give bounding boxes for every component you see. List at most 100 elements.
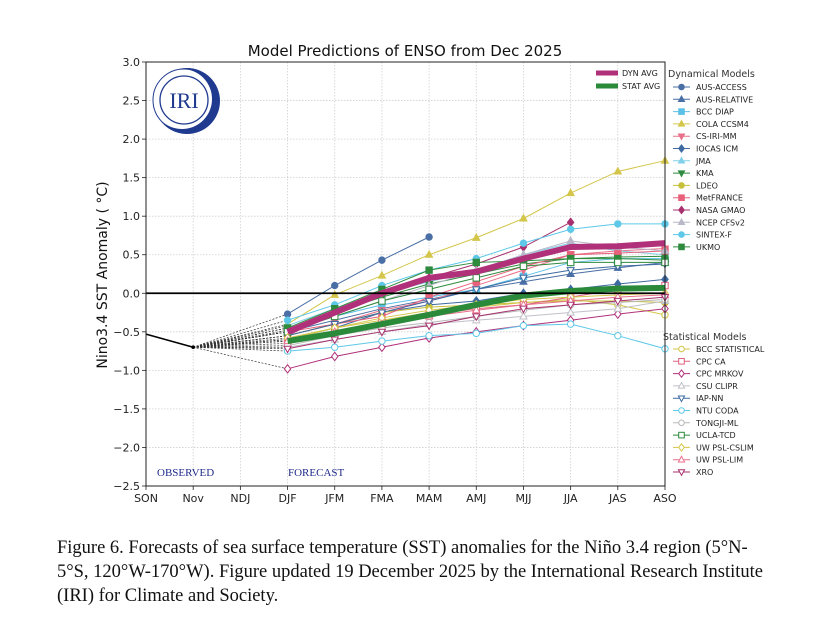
legend-label-csu-clipr: CSU CLIPR (696, 382, 738, 391)
observed-point (191, 345, 195, 350)
data-point-xro (424, 322, 434, 331)
forecast-connector (193, 331, 288, 348)
data-point-ntu-coda (566, 320, 575, 328)
data-point-ucla-tcd (566, 258, 575, 267)
forecast-connector (193, 346, 288, 350)
legend-label-metfrance: MetFRANCE (696, 194, 743, 203)
legend-label-iap-nn: IAP-NN (696, 394, 723, 403)
data-point-ntu-coda (425, 331, 433, 340)
legend-marker-ldeo (678, 182, 685, 189)
data-point-xro (377, 328, 387, 337)
legend-marker-nasa-gmao (678, 205, 685, 215)
legend-label-xro: XRO (696, 468, 713, 477)
legend-marker-iap-nn (677, 395, 686, 403)
legend-marker-uw-psl-cslim (678, 442, 685, 452)
data-point-sintex-f (283, 316, 292, 324)
x-tick-label: MJJ (515, 492, 531, 505)
data-point-ucla-tcd (472, 274, 480, 282)
data-point-ntu-coda (331, 343, 339, 351)
data-point-cola-ccsm4 (566, 188, 576, 197)
legend-label-ntu-coda: NTU CODA (696, 407, 739, 416)
data-point-aus-access (331, 281, 339, 290)
enso-forecast-chart: Model Predictions of ENSO from Dec 2025 … (95, 42, 765, 505)
legend-label-cola-ccsm4: COLA CCSM4 (696, 120, 749, 129)
legend-marker-ukmo (678, 243, 685, 251)
x-tick-label: ASO (653, 492, 677, 505)
dynamical-models-legend: Dynamical Models AUS-ACCESS AUS-RELATIVE BC… (668, 69, 755, 252)
dynamical-legend-title: Dynamical Models (668, 69, 755, 80)
x-tick-label: MAM (416, 492, 443, 505)
data-point-ucla-tcd (425, 285, 433, 294)
axes-layer: SON Nov NDJ DJF JFM FMA MAM AMJ MJJ JJA JAS ASO 3.0 2… (113, 56, 677, 505)
iri-logo-text: IRI (169, 88, 198, 113)
data-point-xro (519, 305, 528, 314)
legend-marker-cpc-mrkov (678, 369, 685, 379)
data-point-cola-ccsm4 (519, 213, 528, 222)
y-tick-label: −1.0 (113, 364, 140, 377)
forecast-connector (193, 323, 288, 348)
data-point-iap-nn (424, 297, 434, 306)
observed-annotation: OBSERVED (157, 467, 214, 479)
y-tick-label: 1.0 (123, 210, 141, 223)
iri-logo-thin-ring (152, 68, 216, 132)
legend-label-kma: KMA (696, 169, 714, 178)
legend-marker-ncep-cfsv2 (677, 217, 686, 226)
legend-marker-bcc-diap (678, 108, 685, 115)
legend-marker-bcc-statistical (678, 345, 685, 353)
legend-marker-sintex-f (678, 231, 685, 238)
data-point-xro (613, 297, 623, 306)
x-tick-label: NDJ (230, 492, 250, 505)
iri-logo: IRI (152, 68, 220, 134)
figure-caption: Figure 6. Forecasts of sea surface tempe… (57, 538, 763, 606)
forecast-connector (193, 337, 288, 348)
y-tick-label: 3.0 (123, 56, 141, 69)
grid-layer (145, 61, 666, 487)
forecast-connector-lines (193, 313, 288, 370)
data-point-ncep-cfsv2 (566, 235, 576, 244)
data-point-aus-access (378, 256, 386, 264)
data-point-cpc-mrkov (330, 351, 339, 362)
legend-marker-xro (677, 469, 686, 477)
data-point-sintex-f (566, 225, 575, 233)
data-point-ukmo (472, 258, 480, 267)
forecast-connector (193, 343, 288, 348)
data-point-cola-ccsm4 (377, 270, 387, 279)
legend-marker-tongji-ml (678, 419, 685, 427)
legend-marker-cola-ccsm4 (677, 119, 686, 127)
data-point-cpc-mrkov (378, 342, 386, 353)
legend-label-aus-access: AUS-ACCESS (696, 83, 747, 92)
legend-marker-aus-access (678, 83, 685, 91)
forecast-connector (193, 340, 288, 348)
legend-label-cpc-ca: CPC CA (696, 357, 726, 366)
plot-frame (145, 61, 666, 487)
average-legend: DYN AVG STAT AVG (596, 69, 660, 91)
y-tick-label: 0.5 (123, 249, 141, 262)
data-point-ntu-coda (519, 321, 528, 330)
forecast-connector (193, 325, 288, 348)
forecast-connector (193, 335, 288, 348)
legend-label-iocas-icm: IOCAS ICM (696, 145, 738, 154)
legend-label-jma: JMA (695, 157, 711, 166)
y-tick-label: −2.5 (113, 480, 140, 493)
y-tick-label: 0.0 (123, 287, 141, 300)
y-tick-label: −1.5 (113, 403, 140, 416)
forecast-connector (193, 345, 288, 348)
data-point-uw-psl-lim (471, 305, 481, 314)
iri-logo-inner-ring (159, 75, 209, 125)
data-point-cola-ccsm4 (613, 166, 623, 175)
observed-line (145, 333, 194, 349)
data-point-ukmo (425, 266, 433, 274)
data-point-xro (566, 301, 576, 310)
data-point-iap-nn (471, 286, 481, 295)
forecast-annotation: FORECAST (288, 467, 345, 479)
legend-label-ukmo: UKMO (696, 243, 720, 252)
legend-marker-ntu-coda (678, 407, 685, 414)
data-point-aus-access (283, 310, 292, 318)
forecast-connector (193, 346, 288, 370)
data-point-ucla-tcd (519, 262, 528, 270)
data-point-xro (330, 336, 340, 345)
y-axis-title: Nino3.4 SST Anomaly ( °C) (95, 181, 111, 368)
legend-label-bcc-statistical: BCC STATISTICAL (696, 345, 765, 354)
x-tick-label: Nov (182, 492, 204, 505)
average-line-stat-avg (287, 284, 666, 345)
